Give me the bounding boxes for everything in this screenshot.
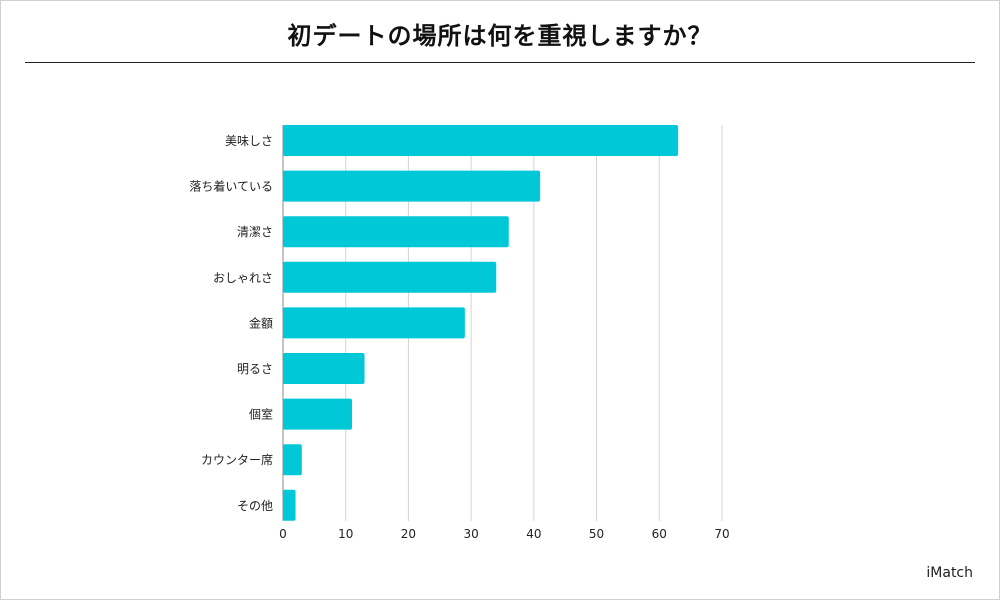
bar-2 bbox=[283, 170, 541, 202]
bar-7 bbox=[283, 398, 352, 430]
x-tick-label: 50 bbox=[589, 527, 604, 541]
x-tick-label: 30 bbox=[464, 527, 479, 541]
category-label: その他 bbox=[237, 499, 273, 513]
category-label: カウンター席 bbox=[201, 452, 273, 467]
x-tick-label: 20 bbox=[401, 527, 416, 541]
brand-label: iMatch bbox=[926, 565, 973, 581]
bar-3 bbox=[283, 216, 509, 248]
x-tick-label: 10 bbox=[338, 527, 353, 541]
category-label: 清潔さ bbox=[237, 225, 273, 239]
x-tick-label: 40 bbox=[526, 527, 541, 541]
bar-5 bbox=[283, 307, 465, 339]
chart-title: 初デートの場所は何を重視しますか？ bbox=[287, 22, 713, 50]
category-label: 落ち着いている bbox=[189, 179, 273, 194]
bar-8 bbox=[283, 444, 302, 476]
bar-1 bbox=[283, 125, 679, 156]
bar-6 bbox=[283, 353, 365, 384]
bar-9 bbox=[283, 489, 296, 521]
category-label: 美味しさ bbox=[225, 134, 273, 148]
category-label: 金額 bbox=[249, 315, 273, 330]
x-tick-label: 60 bbox=[652, 527, 667, 541]
category-label: 明るさ bbox=[237, 362, 273, 376]
category-label: おしゃれさ bbox=[213, 271, 273, 285]
title-divider bbox=[25, 62, 975, 63]
x-tick-label: 70 bbox=[714, 527, 729, 541]
bar-4 bbox=[283, 261, 497, 293]
x-tick-label: 0 bbox=[279, 527, 287, 541]
category-label: 個室 bbox=[249, 407, 273, 422]
